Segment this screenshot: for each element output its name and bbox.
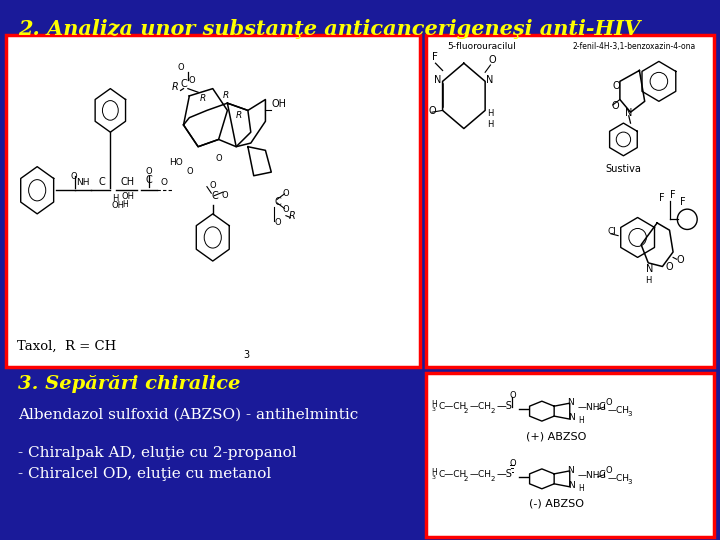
Text: N: N bbox=[568, 413, 575, 422]
Text: HO: HO bbox=[169, 158, 183, 167]
Text: H: H bbox=[431, 468, 437, 477]
Text: F: F bbox=[680, 197, 685, 207]
Text: 3: 3 bbox=[431, 407, 435, 412]
Text: NH: NH bbox=[76, 178, 90, 187]
Text: R: R bbox=[223, 91, 229, 100]
Text: C: C bbox=[98, 177, 105, 187]
Text: —CH: —CH bbox=[607, 474, 629, 483]
Text: H: H bbox=[487, 109, 493, 118]
Text: C: C bbox=[598, 402, 606, 412]
Text: CH: CH bbox=[121, 177, 135, 187]
Text: O: O bbox=[611, 100, 618, 111]
Text: O: O bbox=[509, 391, 516, 400]
Text: O: O bbox=[606, 466, 612, 475]
Text: R: R bbox=[236, 111, 243, 120]
Text: —NH: —NH bbox=[577, 403, 600, 412]
Text: C—CH: C—CH bbox=[438, 470, 467, 479]
Text: H: H bbox=[122, 200, 128, 208]
Text: OH: OH bbox=[122, 192, 135, 201]
Text: O: O bbox=[613, 80, 621, 91]
Text: O: O bbox=[428, 106, 436, 116]
Text: H: H bbox=[112, 194, 118, 203]
Text: 2: 2 bbox=[491, 408, 495, 414]
Text: H: H bbox=[578, 416, 584, 425]
Text: O: O bbox=[489, 55, 496, 65]
Text: —CH: —CH bbox=[607, 406, 629, 415]
Text: (+) ABZSO: (+) ABZSO bbox=[526, 431, 586, 441]
Text: R: R bbox=[171, 83, 178, 92]
Text: 3: 3 bbox=[627, 479, 631, 485]
Text: O: O bbox=[71, 172, 77, 181]
Text: 3. Sepărări chiralice: 3. Sepărări chiralice bbox=[18, 375, 240, 393]
Text: Taxol,  R = CH: Taxol, R = CH bbox=[17, 340, 116, 353]
Text: 3: 3 bbox=[243, 350, 250, 360]
Text: 2: 2 bbox=[464, 408, 468, 414]
Text: 5-fluorouracilul: 5-fluorouracilul bbox=[447, 42, 516, 51]
Text: O: O bbox=[177, 64, 184, 72]
Text: F: F bbox=[659, 193, 665, 203]
Text: —CH: —CH bbox=[469, 470, 492, 479]
Text: Albendazol sulfoxid (ABZSO) - antihelmintic: Albendazol sulfoxid (ABZSO) - antihelmin… bbox=[18, 408, 359, 422]
Text: C: C bbox=[145, 175, 153, 185]
FancyBboxPatch shape bbox=[6, 35, 420, 367]
Text: O: O bbox=[216, 154, 222, 163]
Text: N: N bbox=[567, 398, 574, 407]
Text: Cl: Cl bbox=[608, 227, 616, 236]
Text: C: C bbox=[211, 191, 218, 201]
FancyBboxPatch shape bbox=[426, 373, 714, 537]
Text: 2. Analiza unor substanţe anticancerigeneşi anti-HIV: 2. Analiza unor substanţe anticancerigen… bbox=[18, 19, 640, 39]
Text: C: C bbox=[598, 470, 606, 480]
Text: O: O bbox=[186, 167, 193, 176]
Text: N: N bbox=[568, 481, 575, 490]
Text: —S: —S bbox=[497, 401, 513, 411]
Text: O: O bbox=[666, 262, 674, 272]
Text: F: F bbox=[670, 190, 675, 199]
Text: O: O bbox=[509, 459, 516, 468]
Text: O: O bbox=[145, 167, 152, 176]
Text: N: N bbox=[567, 466, 574, 475]
Text: H: H bbox=[431, 400, 437, 409]
Text: C: C bbox=[180, 79, 187, 89]
Text: 50: 50 bbox=[684, 517, 700, 530]
Text: N: N bbox=[625, 108, 633, 118]
Text: O: O bbox=[161, 178, 168, 187]
Text: O: O bbox=[606, 398, 612, 407]
Text: O: O bbox=[222, 191, 228, 199]
Text: - Chiralpak AD, eluţie cu 2-propanol: - Chiralpak AD, eluţie cu 2-propanol bbox=[18, 446, 297, 460]
Text: - Chiralcel OD, eluţie cu metanol: - Chiralcel OD, eluţie cu metanol bbox=[18, 467, 271, 481]
Text: —NH: —NH bbox=[577, 471, 600, 480]
Text: N: N bbox=[647, 264, 654, 274]
Text: C—CH: C—CH bbox=[438, 402, 467, 411]
Text: 2-fenil-4H-3,1-benzoxazin-4-ona: 2-fenil-4H-3,1-benzoxazin-4-ona bbox=[572, 42, 696, 51]
Text: O: O bbox=[283, 205, 289, 214]
Text: H: H bbox=[644, 276, 651, 285]
Text: Sustiva: Sustiva bbox=[606, 164, 642, 174]
Text: O: O bbox=[274, 218, 281, 227]
Text: —CH: —CH bbox=[469, 402, 492, 411]
Text: N: N bbox=[486, 75, 493, 85]
Text: O: O bbox=[189, 76, 196, 85]
Text: C: C bbox=[274, 197, 281, 207]
Text: 2: 2 bbox=[464, 476, 468, 482]
Text: R: R bbox=[199, 94, 206, 103]
Text: 2: 2 bbox=[491, 476, 495, 482]
FancyBboxPatch shape bbox=[426, 35, 714, 367]
Text: R: R bbox=[289, 211, 296, 221]
Text: N: N bbox=[433, 75, 441, 85]
Text: —S: —S bbox=[497, 469, 513, 479]
Text: H: H bbox=[487, 120, 493, 129]
Text: O: O bbox=[210, 181, 217, 191]
Text: 3: 3 bbox=[627, 411, 631, 417]
Text: F: F bbox=[432, 52, 438, 62]
Text: 3: 3 bbox=[431, 475, 435, 480]
Text: O: O bbox=[677, 255, 684, 265]
Text: (-) ABZSO: (-) ABZSO bbox=[528, 499, 583, 509]
Text: H: H bbox=[578, 484, 584, 493]
Text: O: O bbox=[283, 188, 289, 198]
Text: OH: OH bbox=[271, 99, 287, 109]
Text: OH: OH bbox=[112, 201, 125, 211]
